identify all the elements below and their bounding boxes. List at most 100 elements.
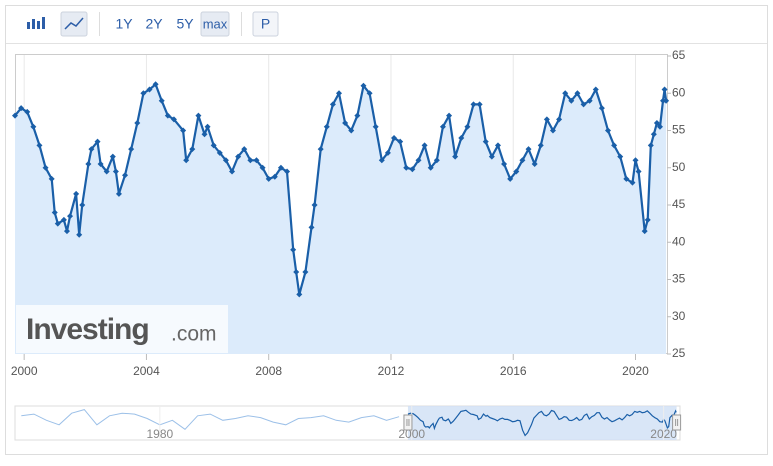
marker <box>635 168 642 175</box>
marker <box>605 127 612 134</box>
marker <box>12 112 18 119</box>
navigator-tick-label: 2000 <box>398 427 425 441</box>
bar-icon[interactable] <box>27 17 45 29</box>
marker <box>653 120 660 127</box>
marker <box>360 82 367 89</box>
marker <box>271 173 278 180</box>
range-button[interactable]: 5Y <box>176 16 194 32</box>
range-button[interactable]: 2Y <box>145 16 163 32</box>
marker <box>265 175 272 182</box>
marker <box>372 123 379 130</box>
watermark: Investing .com <box>16 305 228 353</box>
marker <box>235 153 242 160</box>
marker <box>580 101 587 108</box>
marker <box>647 142 654 149</box>
marker <box>409 166 416 173</box>
marker <box>79 202 86 208</box>
marker <box>152 81 159 88</box>
marker <box>641 228 648 235</box>
marker <box>336 90 343 97</box>
y-tick-label: 30 <box>672 309 686 323</box>
navigator-selection <box>407 406 677 440</box>
marker <box>195 112 202 119</box>
range-button[interactable]: 1Y <box>115 16 133 32</box>
marker <box>543 116 550 123</box>
navigator-handle[interactable] <box>672 414 682 431</box>
marker <box>531 161 538 168</box>
marker <box>204 123 211 130</box>
marker <box>18 105 25 112</box>
line-icon[interactable] <box>60 11 88 37</box>
x-tick-label: 2016 <box>500 364 527 378</box>
y-tick-label: 40 <box>672 234 686 248</box>
marker <box>284 168 291 175</box>
marker <box>617 153 624 160</box>
x-tick-label: 2000 <box>11 364 38 378</box>
marker <box>170 116 177 123</box>
marker <box>494 142 501 149</box>
marker <box>427 164 434 171</box>
x-tick-label: 2012 <box>378 364 405 378</box>
marker <box>48 175 55 182</box>
marker <box>415 157 422 164</box>
marker <box>88 146 95 153</box>
marker <box>549 127 556 134</box>
p-button[interactable]: P <box>261 16 270 32</box>
marker <box>391 134 398 141</box>
marker <box>216 149 223 156</box>
selected-button-bg <box>200 11 230 37</box>
marker <box>476 101 483 108</box>
marker <box>210 142 217 149</box>
marker <box>513 168 520 175</box>
marker <box>63 228 70 235</box>
marker <box>342 120 349 127</box>
marker <box>241 146 248 153</box>
marker <box>629 179 636 186</box>
marker <box>259 164 266 171</box>
y-tick-label: 60 <box>672 85 686 99</box>
range-button[interactable]: max <box>203 16 228 31</box>
marker <box>501 161 508 168</box>
marker <box>592 86 599 93</box>
marker <box>115 190 122 197</box>
marker <box>42 164 49 171</box>
marker <box>317 146 324 153</box>
marker <box>51 209 58 216</box>
watermark-brand: Investing <box>26 313 149 346</box>
x-tick-label: 2020 <box>622 364 649 378</box>
navigator-handle[interactable] <box>403 414 413 431</box>
plot: 2000 2004 2008 2012 2016 2020 25 30 35 40 45 50 55 60… <box>11 48 686 378</box>
marker <box>598 105 605 112</box>
navigator-line <box>21 409 400 430</box>
marker <box>354 112 361 119</box>
marker <box>656 123 663 130</box>
marker <box>60 216 67 223</box>
marker <box>660 97 667 104</box>
marker <box>94 138 101 145</box>
toolbar: 1Y 2Y 5Y max P <box>115 16 270 32</box>
marker <box>103 168 110 175</box>
marker <box>30 123 37 130</box>
y-tick-label: 35 <box>672 272 686 286</box>
marker <box>397 138 404 145</box>
y-tick-label: 45 <box>672 197 686 211</box>
marker <box>537 142 544 149</box>
navigator-line <box>407 409 677 437</box>
marker <box>180 127 187 134</box>
marker <box>378 157 385 164</box>
navigator-tick-label: 1980 <box>146 427 173 441</box>
marker <box>109 153 116 160</box>
marker <box>458 134 465 141</box>
marker <box>76 231 83 238</box>
marker <box>644 216 651 223</box>
marker <box>302 269 309 276</box>
marker <box>556 116 563 123</box>
marker <box>97 161 104 168</box>
x-tick-label: 2008 <box>255 364 282 378</box>
marker <box>329 101 336 108</box>
marker <box>433 157 440 164</box>
marker <box>323 123 330 130</box>
marker <box>222 157 229 164</box>
marker <box>183 157 190 164</box>
area-fill <box>15 84 667 355</box>
